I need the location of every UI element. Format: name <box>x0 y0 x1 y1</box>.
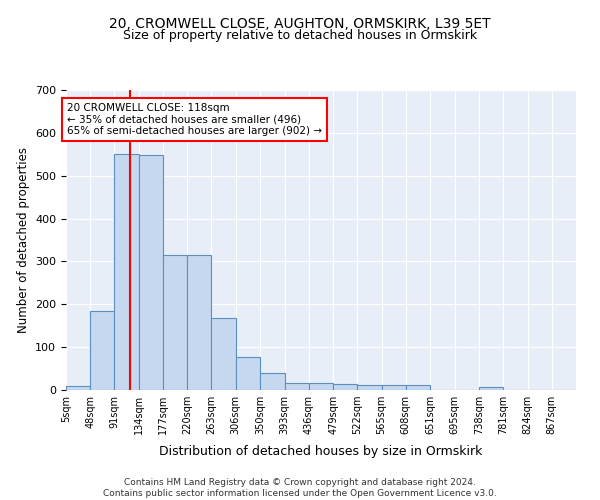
Bar <box>236 358 260 390</box>
Bar <box>211 318 236 390</box>
Bar <box>309 382 333 390</box>
Bar <box>382 385 406 390</box>
Y-axis label: Number of detached properties: Number of detached properties <box>17 147 29 333</box>
Bar <box>163 255 187 390</box>
Bar <box>333 384 358 390</box>
Bar <box>260 373 284 390</box>
X-axis label: Distribution of detached houses by size in Ormskirk: Distribution of detached houses by size … <box>160 446 482 458</box>
Bar <box>358 385 382 390</box>
Bar <box>284 382 309 390</box>
Bar <box>479 386 503 390</box>
Bar <box>187 255 211 390</box>
Bar <box>66 386 90 390</box>
Text: 20, CROMWELL CLOSE, AUGHTON, ORMSKIRK, L39 5ET: 20, CROMWELL CLOSE, AUGHTON, ORMSKIRK, L… <box>109 18 491 32</box>
Bar <box>90 310 115 390</box>
Text: 20 CROMWELL CLOSE: 118sqm
← 35% of detached houses are smaller (496)
65% of semi: 20 CROMWELL CLOSE: 118sqm ← 35% of detac… <box>67 103 322 136</box>
Bar <box>139 155 163 390</box>
Text: Contains HM Land Registry data © Crown copyright and database right 2024.
Contai: Contains HM Land Registry data © Crown c… <box>103 478 497 498</box>
Text: Size of property relative to detached houses in Ormskirk: Size of property relative to detached ho… <box>123 29 477 42</box>
Bar <box>115 154 139 390</box>
Bar <box>406 385 430 390</box>
